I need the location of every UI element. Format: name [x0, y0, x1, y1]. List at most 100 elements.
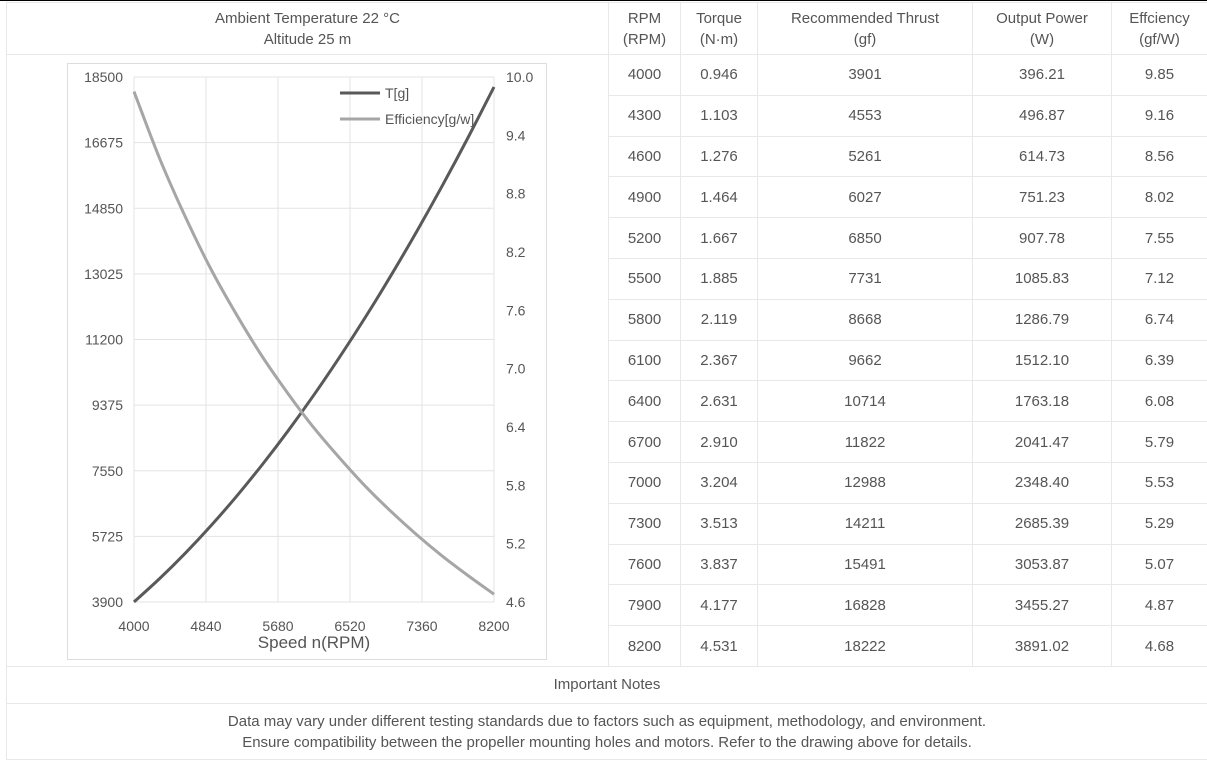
cell-efficiency: 4.68	[1112, 626, 1207, 667]
cell-rpm: 5800	[609, 299, 681, 340]
chart-svg: 1850016675148501302511200937575505725390…	[68, 64, 546, 659]
cell-torque: 4.531	[681, 626, 758, 667]
cell-torque: 2.367	[681, 340, 758, 381]
cell-thrust: 11822	[758, 422, 973, 463]
y-right-tick-label: 7.6	[506, 302, 526, 318]
cell-thrust: 16828	[758, 585, 973, 626]
y-left-tick-label: 18500	[84, 69, 123, 85]
y-right-tick-label: 10.0	[506, 69, 533, 85]
cell-efficiency: 7.12	[1112, 258, 1207, 299]
header-unit: (W)	[973, 29, 1111, 50]
cell-rpm: 6100	[609, 340, 681, 381]
cell-power: 2685.39	[973, 503, 1112, 544]
cell-power: 2041.47	[973, 422, 1112, 463]
header-unit: (N·m)	[681, 29, 757, 50]
y-left-tick-label: 7550	[92, 463, 123, 479]
y-right-tick-label: 9.4	[506, 127, 526, 143]
x-tick-label: 6520	[334, 618, 365, 634]
cell-rpm: 7000	[609, 462, 681, 503]
y-left-tick-label: 14850	[84, 200, 123, 216]
cell-thrust: 5261	[758, 136, 973, 177]
header-thrust: Recommended Thrust(gf)	[758, 3, 973, 55]
cell-thrust: 9662	[758, 340, 973, 381]
header-label: RPM	[609, 8, 680, 29]
cell-rpm: 4600	[609, 136, 681, 177]
y-right-tick-label: 5.8	[506, 477, 526, 493]
cell-efficiency: 9.85	[1112, 55, 1207, 96]
legend-label: Efficiency[g/w]	[385, 111, 474, 127]
cell-torque: 0.946	[681, 55, 758, 96]
cell-torque: 1.276	[681, 136, 758, 177]
cell-efficiency: 5.53	[1112, 462, 1207, 503]
cell-rpm: 4900	[609, 177, 681, 218]
cell-thrust: 12988	[758, 462, 973, 503]
cell-torque: 1.667	[681, 218, 758, 259]
y-left-tick-label: 3900	[92, 594, 123, 610]
cell-power: 1085.83	[973, 258, 1112, 299]
header-unit: (RPM)	[609, 29, 680, 50]
cell-power: 751.23	[973, 177, 1112, 218]
cell-rpm: 4300	[609, 95, 681, 136]
note-line: Ensure compatibility between the propell…	[7, 732, 1207, 753]
cell-thrust: 8668	[758, 299, 973, 340]
cell-power: 907.78	[973, 218, 1112, 259]
header-unit: (gf/W)	[1112, 29, 1207, 50]
cell-rpm: 7900	[609, 585, 681, 626]
x-tick-label: 8200	[478, 618, 509, 634]
y-left-tick-label: 13025	[84, 266, 123, 282]
y-left-tick-label: 5725	[92, 528, 123, 544]
cell-efficiency: 5.79	[1112, 422, 1207, 463]
cell-thrust: 14211	[758, 503, 973, 544]
cell-thrust: 6850	[758, 218, 973, 259]
series-line-efficiency	[134, 92, 494, 595]
cell-power: 496.87	[973, 95, 1112, 136]
cell-power: 396.21	[973, 55, 1112, 96]
x-tick-label: 7360	[406, 618, 437, 634]
header-rpm: RPM(RPM)	[609, 3, 681, 55]
cell-power: 2348.40	[973, 462, 1112, 503]
x-axis-label: Speed n(RPM)	[258, 633, 370, 652]
cell-thrust: 3901	[758, 55, 973, 96]
cell-thrust: 4553	[758, 95, 973, 136]
y-right-tick-label: 6.4	[506, 419, 526, 435]
cell-rpm: 7300	[609, 503, 681, 544]
cell-efficiency: 5.29	[1112, 503, 1207, 544]
cell-torque: 3.204	[681, 462, 758, 503]
series-line-thrust	[134, 87, 494, 602]
cell-efficiency: 9.16	[1112, 95, 1207, 136]
y-right-tick-label: 5.2	[506, 536, 526, 552]
cell-efficiency: 8.56	[1112, 136, 1207, 177]
cell-torque: 3.837	[681, 544, 758, 585]
y-right-tick-label: 8.2	[506, 244, 526, 260]
legend-label: T[g]	[385, 85, 409, 101]
cell-torque: 2.119	[681, 299, 758, 340]
cell-efficiency: 8.02	[1112, 177, 1207, 218]
y-left-tick-label: 11200	[85, 332, 123, 348]
y-right-tick-label: 7.0	[506, 361, 526, 377]
cell-efficiency: 7.55	[1112, 218, 1207, 259]
header-label: Recommended Thrust	[758, 8, 972, 29]
altitude: Altitude 25 m	[7, 29, 608, 50]
cell-rpm: 4000	[609, 55, 681, 96]
cell-torque: 1.103	[681, 95, 758, 136]
x-tick-label: 4000	[118, 618, 149, 634]
cell-rpm: 6400	[609, 381, 681, 422]
notes-title: Important Notes	[7, 666, 1207, 703]
cell-power: 3455.27	[973, 585, 1112, 626]
cell-efficiency: 6.39	[1112, 340, 1207, 381]
cell-efficiency: 6.08	[1112, 381, 1207, 422]
cell-efficiency: 6.74	[1112, 299, 1207, 340]
y-left-tick-label: 9375	[92, 397, 123, 413]
x-tick-label: 4840	[190, 618, 221, 634]
x-tick-label: 5680	[262, 618, 293, 634]
cell-rpm: 6700	[609, 422, 681, 463]
cell-thrust: 6027	[758, 177, 973, 218]
header-label: Torque	[681, 8, 757, 29]
cell-thrust: 10714	[758, 381, 973, 422]
cell-efficiency: 5.07	[1112, 544, 1207, 585]
header-label: Output Power	[973, 8, 1111, 29]
